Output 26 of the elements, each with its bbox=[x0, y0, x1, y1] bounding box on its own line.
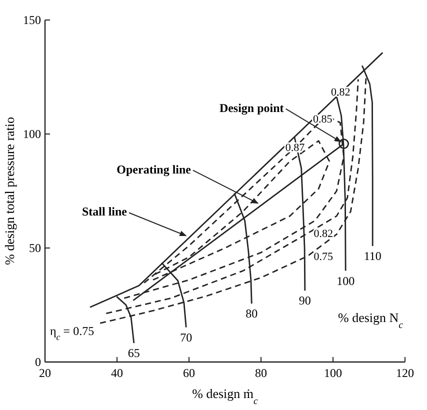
y-tick-label: 150 bbox=[23, 13, 41, 27]
annotation: Design point bbox=[219, 100, 284, 115]
annotation: 65 bbox=[128, 346, 140, 360]
y-tick-label: 0 bbox=[35, 355, 41, 369]
annotation: 0.82 bbox=[314, 228, 334, 240]
annotation: 0.75 bbox=[314, 250, 334, 263]
y-axis-title: % design total pressure ratio bbox=[2, 116, 17, 266]
y-tick-label: 100 bbox=[23, 127, 41, 141]
x-tick-label: 60 bbox=[183, 366, 195, 380]
annotation: 110 bbox=[364, 248, 382, 263]
annotation: η$_{c}$ = 0.75 bbox=[50, 324, 94, 342]
x-tick-label: 40 bbox=[111, 366, 123, 380]
annotation: Stall line bbox=[82, 204, 128, 219]
annotation: Operating line bbox=[116, 162, 192, 176]
x-tick-label: 100 bbox=[324, 366, 342, 380]
annotation: 70 bbox=[180, 330, 192, 344]
annotation: % design N$_{c}$ bbox=[338, 310, 404, 330]
x-tick-label: 20 bbox=[39, 366, 51, 380]
x-tick-label: 120 bbox=[396, 366, 414, 380]
x-axis-title: % design ṁ$_{c}$ bbox=[192, 386, 259, 406]
annotation: 80 bbox=[246, 306, 258, 321]
x-tick-label: 80 bbox=[255, 366, 267, 380]
annotation: 100 bbox=[336, 274, 355, 288]
annotation: 90 bbox=[298, 294, 311, 308]
y-tick-label: 50 bbox=[29, 241, 41, 255]
annotation: 0.85 bbox=[312, 114, 333, 126]
